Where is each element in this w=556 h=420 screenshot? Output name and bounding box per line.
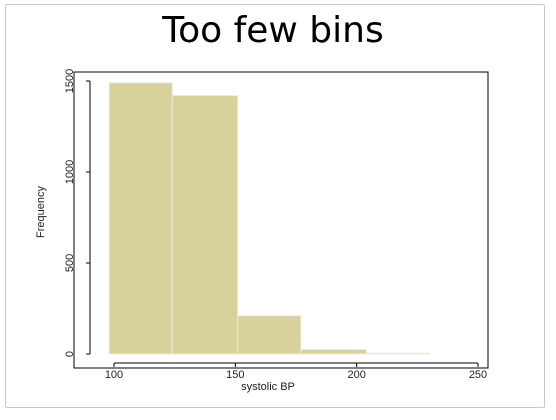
x-tick-label: 150 (226, 369, 244, 381)
x-axis-label: systolic BP (241, 381, 295, 393)
x-axis-ticks: 100 150 200 250 (105, 362, 487, 381)
histogram-bar (108, 82, 173, 355)
slide-title: Too few bins (162, 10, 384, 51)
bars-group (108, 82, 430, 355)
y-tick-label: 500 (64, 254, 76, 272)
plot-frame (73, 71, 489, 369)
x-tick-label: 200 (347, 369, 365, 381)
y-axis-ticks: 0 500 1000 1500 (64, 69, 91, 357)
y-axis-label: Frequency (35, 186, 47, 238)
histogram-bar (237, 315, 302, 355)
histogram-bar (300, 348, 367, 355)
y-tick-label: 1500 (64, 69, 76, 93)
x-tick-label: 250 (469, 369, 487, 381)
histogram-bar (171, 95, 239, 355)
histogram-bar (365, 352, 430, 355)
y-tick-label: 1000 (64, 160, 76, 184)
y-tick-label: 0 (64, 351, 76, 357)
x-tick-label: 100 (105, 369, 123, 381)
